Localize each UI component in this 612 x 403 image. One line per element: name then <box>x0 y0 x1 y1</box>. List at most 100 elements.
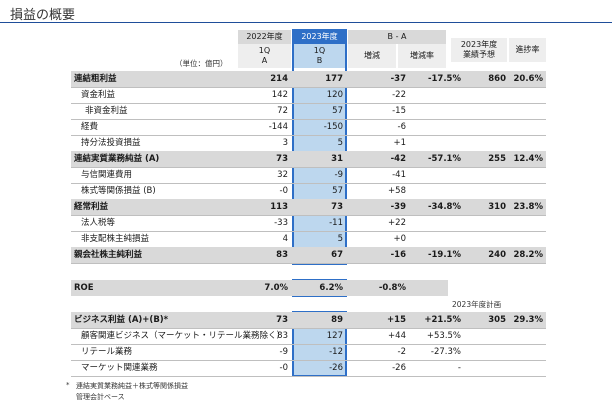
row-forecast: 310 <box>488 202 506 212</box>
row-progress <box>509 135 546 151</box>
row-forecast: 255 <box>488 154 506 164</box>
row-value-b: -9 <box>334 170 343 180</box>
table-row: 経費 -144 -150 -6 <box>71 119 546 135</box>
roe-right-gap <box>448 279 546 297</box>
row-increase: -16 <box>390 250 406 260</box>
table-row: 連結実質業務純益 (A) 73 31 -42 -57.1% 255 12.4% <box>71 151 546 167</box>
row-label: 親会社株主純利益 <box>74 250 143 260</box>
row-value-b: 5 <box>337 138 343 148</box>
row-forecast <box>451 87 509 103</box>
header-inc: 増減 <box>348 44 396 68</box>
row-label: 経費 <box>81 122 99 132</box>
header-2022-sub: 1Q A <box>238 44 291 68</box>
table-row: 親会社株主純利益 83 67 -16 -19.1% 240 28.2% <box>71 247 546 263</box>
row-value-b: 67 <box>331 250 343 260</box>
row-label: リテール業務 <box>81 347 133 357</box>
roe-row: ROE 7.0% 6.2% -0.8% - <box>71 280 546 296</box>
row-value-b: 89 <box>331 315 343 325</box>
row-label: 非支配株主純損益 <box>81 234 150 244</box>
row-increase: +58 <box>388 186 406 196</box>
header-ba-label: B - A <box>387 32 407 41</box>
row-increase-rate: -17.5% <box>427 74 461 84</box>
row-divider <box>71 119 546 120</box>
table-row: 法人税等 -33 -11 +22 <box>71 215 546 231</box>
row-forecast <box>451 231 509 247</box>
header-2023: 2023年度 <box>293 30 346 44</box>
header-2022-q: 1Q <box>258 46 271 55</box>
row-value-b: -26 <box>329 363 343 373</box>
row-increase: +1 <box>393 138 406 148</box>
row-progress <box>509 231 546 247</box>
header-forecast-line2: 業績予想 <box>463 50 495 59</box>
row-divider <box>71 103 546 104</box>
table-row: 持分法投資損益 3 5 +1 <box>71 135 546 151</box>
row-forecast <box>451 344 509 360</box>
row-label: 非資金利益 <box>85 106 128 116</box>
row-forecast <box>451 360 509 376</box>
row-label: 持分法投資損益 <box>81 138 141 148</box>
row-increase: -41 <box>392 170 406 180</box>
row-value-a: 73 <box>276 154 288 164</box>
row-divider <box>71 231 546 232</box>
unit-label: （単位：億円） <box>175 59 228 68</box>
header-2023-letter: B <box>316 56 323 65</box>
row-value-a: 142 <box>271 90 288 100</box>
row-divider <box>71 215 546 216</box>
row-value-a: 83 <box>277 331 288 341</box>
row-label: 資金利益 <box>81 90 116 100</box>
row-increase: +15 <box>387 315 406 325</box>
row-forecast <box>451 215 509 231</box>
row-progress <box>509 87 546 103</box>
row-progress <box>509 360 546 376</box>
row-value-a: 4 <box>282 234 288 244</box>
header-2023-label: 2023年度 <box>301 32 338 41</box>
row-value-a: -0 <box>279 186 288 196</box>
row-increase-rate: -34.8% <box>427 202 461 212</box>
row-increase: -22 <box>392 90 406 100</box>
row-increase: -26 <box>392 363 406 373</box>
row-increase: -39 <box>390 202 406 212</box>
b-column-frame-main <box>292 29 347 265</box>
row-increase: +44 <box>388 331 406 341</box>
row-value-b: 127 <box>326 331 343 341</box>
table-row: 非資金利益 72 57 -15 <box>71 103 546 119</box>
row-divider <box>71 183 546 184</box>
row-value-a: 214 <box>270 74 288 84</box>
row-forecast: 860 <box>488 74 506 84</box>
table-row: 与信関連費用 32 -9 -41 <box>71 167 546 183</box>
row-value-b: -150 <box>323 122 343 132</box>
row-value-a: 3 <box>282 138 288 148</box>
row-progress: 29.3% <box>513 315 544 325</box>
business-row: マーケット関連業務 -0 -26 -26 - <box>71 360 546 376</box>
plan-label: 2023年度計画 <box>452 300 502 309</box>
row-progress <box>509 328 546 344</box>
row-progress: 20.6% <box>513 74 544 84</box>
row-forecast: 240 <box>488 250 506 260</box>
table-row: 経常利益 113 73 -39 -34.8% 310 23.8% <box>71 199 546 215</box>
note-star: * <box>66 381 70 389</box>
row-increase: -6 <box>397 122 406 132</box>
header-forecast: 2023年度 業績予想 <box>451 38 507 62</box>
row-value-a: -33 <box>274 218 288 228</box>
row-divider <box>71 167 546 168</box>
row-progress: 28.2% <box>513 250 544 260</box>
row-label: 連結実質業務純益 (A) <box>74 154 160 164</box>
row-progress <box>509 215 546 231</box>
header-2022: 2022年度 <box>238 30 291 44</box>
row-value-b: 120 <box>326 90 343 100</box>
row-increase: -2 <box>397 347 406 357</box>
row-value-a: 72 <box>277 106 288 116</box>
row-label: ビジネス利益 (A)+(B)* <box>74 315 169 325</box>
row-progress <box>509 183 546 199</box>
row-increase: -42 <box>390 154 406 164</box>
row-value-a: -0 <box>279 363 288 373</box>
row-label: 経常利益 <box>74 202 109 212</box>
row-forecast <box>451 103 509 119</box>
row-increase-rate: +21.5% <box>424 315 461 325</box>
row-increase: +0 <box>393 234 406 244</box>
row-progress: 23.8% <box>513 202 544 212</box>
business-row: リテール業務 -9 -12 -2 -27.3% <box>71 344 546 360</box>
row-divider <box>71 263 546 264</box>
row-progress <box>509 167 546 183</box>
row-value-a: 73 <box>276 315 288 325</box>
